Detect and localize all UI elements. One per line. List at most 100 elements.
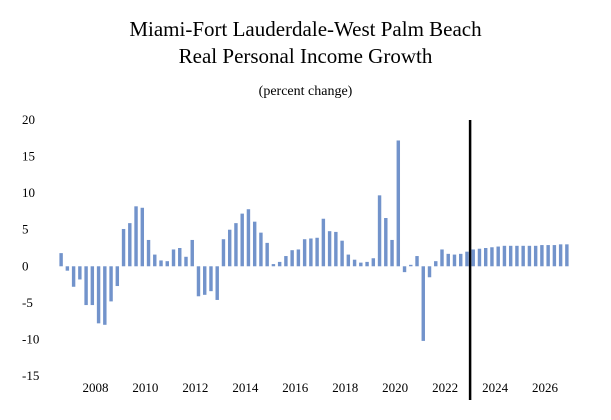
bar bbox=[153, 254, 157, 267]
bar bbox=[59, 253, 63, 267]
bar bbox=[402, 266, 407, 273]
x-tick-label: 2020 bbox=[382, 380, 408, 395]
bar bbox=[540, 245, 544, 267]
y-tick-label: 20 bbox=[22, 112, 35, 127]
bar bbox=[277, 261, 282, 267]
bar bbox=[490, 247, 494, 267]
bar bbox=[134, 206, 138, 267]
x-tick-label: 2026 bbox=[532, 380, 559, 395]
bar bbox=[390, 239, 394, 267]
bar bbox=[209, 266, 213, 292]
bar-series bbox=[59, 140, 569, 341]
bar bbox=[190, 239, 194, 267]
y-tick-label: 5 bbox=[22, 222, 29, 237]
bar bbox=[371, 258, 376, 267]
bar bbox=[409, 264, 413, 267]
x-tick-label: 2024 bbox=[482, 380, 509, 395]
bar bbox=[103, 266, 107, 325]
bar bbox=[90, 266, 95, 306]
bar bbox=[178, 248, 182, 267]
bar bbox=[146, 239, 151, 267]
bar bbox=[452, 254, 457, 267]
bar bbox=[327, 231, 332, 267]
bar bbox=[184, 256, 188, 267]
x-axis-tick-labels: 2008 2010 2012 2014 2016 2018 2020 2022 2024 2026 bbox=[82, 380, 558, 395]
bar bbox=[96, 266, 101, 324]
bar bbox=[196, 266, 201, 297]
bar bbox=[471, 249, 475, 267]
bar bbox=[315, 237, 319, 267]
bar bbox=[446, 253, 450, 267]
bar bbox=[265, 242, 269, 267]
bar bbox=[396, 140, 401, 267]
y-tick-label: -10 bbox=[22, 331, 39, 346]
x-tick-label: 2022 bbox=[432, 380, 458, 395]
bar bbox=[165, 261, 169, 267]
bar bbox=[365, 261, 369, 267]
bar bbox=[558, 244, 563, 267]
x-tick-label: 2012 bbox=[182, 380, 208, 395]
bar bbox=[340, 240, 344, 267]
bar bbox=[546, 245, 550, 267]
bar bbox=[384, 218, 388, 267]
chart-subtitle: (percent change) bbox=[258, 84, 353, 99]
bar bbox=[309, 238, 313, 267]
bar bbox=[427, 266, 432, 278]
bar bbox=[109, 266, 113, 302]
y-tick-label: 0 bbox=[22, 258, 29, 273]
bar bbox=[78, 266, 82, 280]
bar bbox=[290, 250, 294, 267]
y-axis-tick-labels: 20 15 10 5 0 -5 -10 -15 bbox=[22, 112, 39, 383]
bar bbox=[483, 248, 488, 267]
bar bbox=[459, 253, 463, 267]
bar bbox=[434, 261, 438, 267]
bar bbox=[377, 195, 382, 267]
bar bbox=[496, 246, 500, 267]
bar bbox=[565, 244, 569, 267]
bar bbox=[128, 223, 132, 267]
x-tick-label: 2018 bbox=[332, 380, 358, 395]
bar bbox=[296, 249, 301, 267]
bar bbox=[415, 256, 419, 267]
y-tick-label: -5 bbox=[22, 295, 33, 310]
bar bbox=[259, 232, 263, 267]
bar bbox=[502, 245, 507, 267]
bar bbox=[215, 266, 219, 300]
bar bbox=[171, 249, 176, 267]
bar bbox=[246, 209, 251, 267]
chart-title-line1: Miami-Fort Lauderdale-West Palm Beach bbox=[129, 17, 482, 41]
x-tick-label: 2010 bbox=[132, 380, 158, 395]
chart-title-line2: Real Personal Income Growth bbox=[178, 44, 433, 68]
bar bbox=[271, 264, 276, 267]
bar bbox=[84, 266, 88, 306]
bar bbox=[203, 266, 207, 295]
bar bbox=[302, 239, 307, 267]
bar bbox=[121, 228, 126, 267]
bar bbox=[359, 262, 363, 267]
bar bbox=[440, 249, 444, 267]
bar bbox=[221, 239, 226, 267]
bar bbox=[140, 207, 145, 267]
bar bbox=[527, 245, 532, 267]
bar bbox=[240, 213, 244, 267]
x-tick-label: 2008 bbox=[82, 380, 108, 395]
bar bbox=[552, 245, 557, 267]
bar bbox=[71, 266, 76, 287]
bar bbox=[252, 221, 257, 267]
bar bbox=[284, 256, 288, 267]
y-tick-label: 10 bbox=[22, 185, 35, 200]
y-tick-label: 15 bbox=[22, 149, 35, 164]
bar bbox=[477, 248, 482, 267]
bar bbox=[352, 259, 357, 267]
x-tick-label: 2016 bbox=[282, 380, 309, 395]
bar bbox=[421, 266, 425, 341]
y-tick-label: -15 bbox=[22, 368, 39, 383]
bar bbox=[234, 223, 238, 267]
bar bbox=[465, 251, 469, 267]
bar bbox=[115, 266, 120, 287]
bar bbox=[65, 266, 70, 271]
bar bbox=[159, 260, 163, 267]
bar bbox=[321, 218, 326, 267]
bar bbox=[521, 245, 525, 267]
